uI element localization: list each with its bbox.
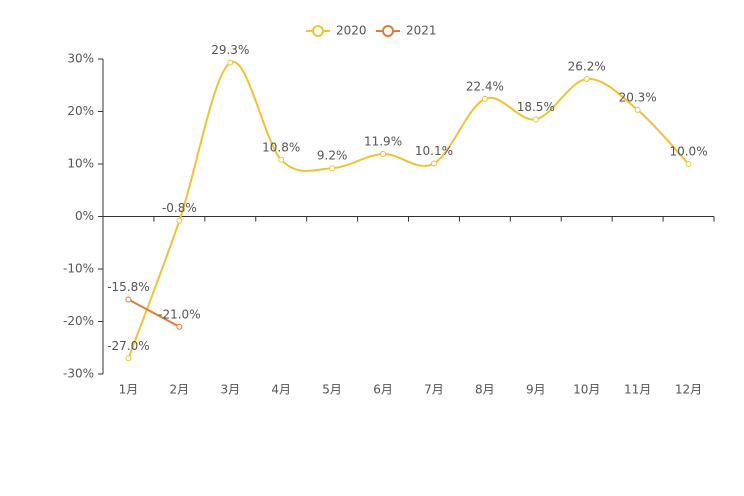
data-label: -27.0%	[107, 339, 149, 353]
data-point	[227, 59, 234, 66]
x-tick-label: 6月	[373, 383, 393, 397]
y-tick-label: 0%	[75, 209, 94, 223]
data-label: 10.0%	[669, 145, 707, 159]
data-point	[430, 160, 437, 167]
legend-marker	[382, 25, 394, 37]
x-tick-label: 8月	[475, 383, 495, 397]
data-label: -21.0%	[158, 307, 200, 321]
data-label: -0.8%	[162, 201, 197, 215]
data-point	[685, 161, 692, 167]
legend-label: 2020	[336, 24, 367, 38]
data-point	[176, 323, 183, 330]
y-tick-label: 20%	[67, 104, 94, 118]
x-tick-label: 12月	[675, 383, 702, 397]
y-tick-label: -30%	[63, 367, 94, 381]
series-line	[127, 298, 180, 328]
x-tick-label: 4月	[271, 383, 291, 397]
legend-marker	[312, 25, 324, 37]
data-label: 18.5%	[517, 100, 555, 114]
data-label: 10.1%	[415, 144, 453, 158]
data-label: -15.8%	[107, 280, 149, 294]
data-point	[278, 156, 285, 163]
data-label: 20.3%	[619, 90, 657, 104]
x-tick-label: 11月	[624, 383, 651, 397]
data-label: 11.9%	[364, 135, 402, 149]
x-tick-label: 5月	[322, 383, 342, 397]
x-tick-label: 10月	[573, 383, 600, 397]
data-point	[532, 116, 539, 123]
data-point	[125, 355, 132, 362]
x-tick-label: 9月	[526, 383, 546, 397]
y-tick-label: -20%	[63, 314, 94, 328]
data-label: 10.8%	[262, 140, 300, 154]
data-point	[329, 165, 336, 172]
series-line	[127, 61, 690, 359]
data-point	[481, 95, 488, 102]
x-tick-label: 1月	[119, 383, 139, 397]
x-tick-label: 7月	[424, 383, 444, 397]
legend-label: 2021	[406, 24, 437, 38]
data-point	[125, 296, 132, 303]
data-label: 9.2%	[317, 149, 348, 163]
data-point	[634, 106, 641, 113]
data-label: 29.3%	[211, 43, 249, 57]
y-tick-label: -10%	[63, 262, 94, 276]
x-tick-label: 2月	[170, 383, 190, 397]
data-point	[380, 151, 387, 158]
y-tick-label: 10%	[67, 157, 94, 171]
data-label: 26.2%	[568, 59, 606, 73]
x-tick-label: 3月	[220, 383, 240, 397]
y-tick-label: 30%	[67, 52, 94, 66]
data-label: 22.4%	[466, 79, 504, 93]
data-point	[176, 217, 183, 224]
data-point	[583, 75, 590, 82]
